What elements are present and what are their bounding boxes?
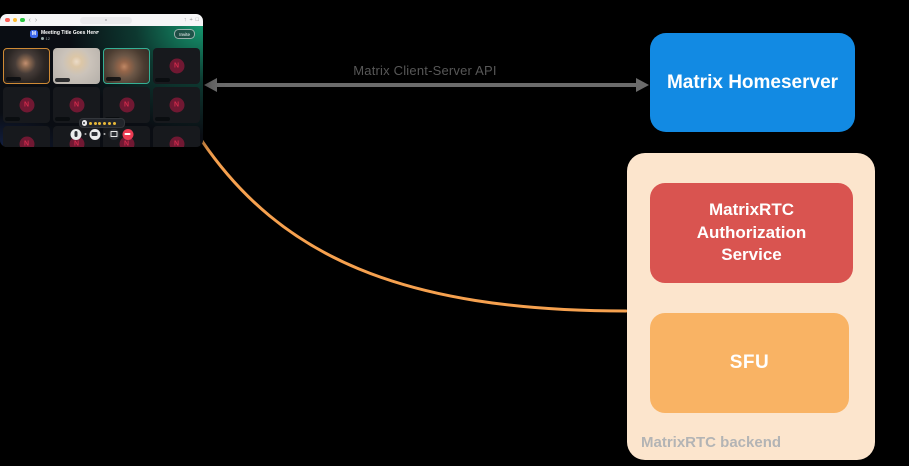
reaction-emoji-icon[interactable] — [112, 121, 116, 125]
share-icon[interactable]: ↑ — [183, 17, 187, 23]
avatar: N — [19, 97, 34, 113]
meeting-title: Meeting Title Goes Here — [41, 29, 98, 36]
video-tile-avatar: N — [153, 48, 200, 84]
auth-service-line2: Authorization — [696, 222, 807, 242]
tile-nameplate — [106, 77, 121, 81]
window-traffic-lights — [5, 17, 25, 23]
sfu-label: SFU — [729, 352, 770, 373]
back-icon[interactable]: ‹ — [28, 16, 31, 24]
tile-nameplate — [6, 77, 21, 81]
camera-button[interactable] — [89, 128, 100, 140]
reaction-emoji-icon[interactable] — [107, 121, 111, 125]
video-tile-avatar: N — [3, 87, 50, 123]
end-call-button[interactable] — [122, 128, 133, 140]
tab-overview-icon[interactable]: □ — [195, 17, 199, 23]
avatar: N — [19, 136, 34, 147]
authorization-service-box: MatrixRTC Authorization Service — [650, 183, 853, 283]
participants-icon — [41, 37, 44, 40]
avatar: N — [119, 136, 134, 147]
video-tile-grid: N N N N N N — [0, 45, 203, 147]
device-chevron-icon[interactable] — [103, 133, 105, 135]
api-arrow-label: Matrix Client-Server API — [353, 63, 497, 78]
homeserver-label: Matrix Homeserver — [666, 71, 839, 93]
participant-count: 12 — [41, 36, 50, 41]
app-logo: M — [30, 30, 38, 38]
arrowhead-left — [204, 78, 217, 92]
close-window-icon[interactable] — [5, 17, 10, 23]
avatar: N — [69, 136, 84, 147]
participant-count-value: 12 — [45, 36, 50, 41]
forward-icon[interactable]: › — [34, 16, 38, 24]
client-server-arrow — [204, 78, 649, 92]
chevron-down-icon[interactable]: ▾ — [97, 29, 100, 34]
reaction-emoji-icon[interactable] — [88, 121, 92, 125]
raise-hand-icon[interactable] — [81, 120, 87, 126]
tile-nameplate — [155, 78, 170, 82]
end-call-icon — [124, 132, 131, 136]
screenshare-icon — [110, 131, 117, 137]
lock-icon — [105, 19, 107, 21]
address-bar[interactable] — [80, 16, 132, 24]
video-tile-avatar: N — [153, 87, 200, 123]
homeserver-box: Matrix Homeserver — [650, 33, 855, 132]
invite-button-label: Invite — [179, 31, 190, 37]
invite-button[interactable]: Invite — [174, 29, 195, 39]
tile-nameplate — [155, 117, 170, 121]
avatar: N — [69, 97, 84, 113]
call-client-screenshot: ‹ › ↑ + □ M Meeting Title Goes Here ▾ 12… — [0, 14, 203, 147]
microphone-button[interactable] — [70, 128, 81, 140]
call-controls — [70, 128, 133, 140]
screenshare-button[interactable] — [108, 128, 119, 140]
call-app-background: M Meeting Title Goes Here ▾ 12 Invite N — [0, 26, 203, 147]
camera-icon — [91, 132, 98, 136]
video-tile-avatar: N — [53, 87, 100, 123]
reaction-emoji-icon[interactable] — [93, 121, 97, 125]
matrixrtc-backend-container: MatrixRTC Authorization Service SFU Matr… — [627, 153, 875, 460]
avatar: N — [169, 58, 184, 74]
minimize-window-icon[interactable] — [12, 17, 17, 23]
backend-container-label: MatrixRTC backend — [641, 434, 782, 451]
video-tile-speaker-3 — [103, 48, 150, 84]
tile-nameplate — [55, 117, 70, 121]
device-chevron-icon[interactable] — [84, 133, 86, 135]
video-tile-speaker-1 — [3, 48, 50, 84]
call-to-sfu-curve — [200, 139, 628, 313]
auth-service-line3: Service — [721, 245, 782, 265]
video-tile-avatar: N — [103, 87, 150, 123]
reaction-emoji-icon[interactable] — [98, 121, 102, 125]
avatar: N — [169, 136, 184, 147]
new-tab-icon[interactable]: + — [189, 17, 193, 23]
reaction-emoji-icon[interactable] — [103, 121, 107, 125]
tile-nameplate — [5, 117, 20, 121]
browser-toolbar-icons: ↑ + □ — [184, 14, 199, 26]
avatar: N — [169, 97, 184, 113]
auth-service-line1: MatrixRTC — [708, 199, 794, 219]
microphone-icon — [74, 131, 77, 137]
video-tile-speaker-2 — [53, 48, 100, 84]
tile-nameplate — [55, 78, 70, 82]
reactions-bar[interactable] — [78, 118, 125, 128]
video-tile-avatar: N — [3, 126, 50, 147]
avatar: N — [119, 97, 134, 113]
maximize-window-icon[interactable] — [20, 17, 25, 23]
video-tile-avatar: N — [153, 126, 200, 147]
arrowhead-right — [636, 78, 649, 92]
sfu-box: SFU — [650, 313, 849, 413]
